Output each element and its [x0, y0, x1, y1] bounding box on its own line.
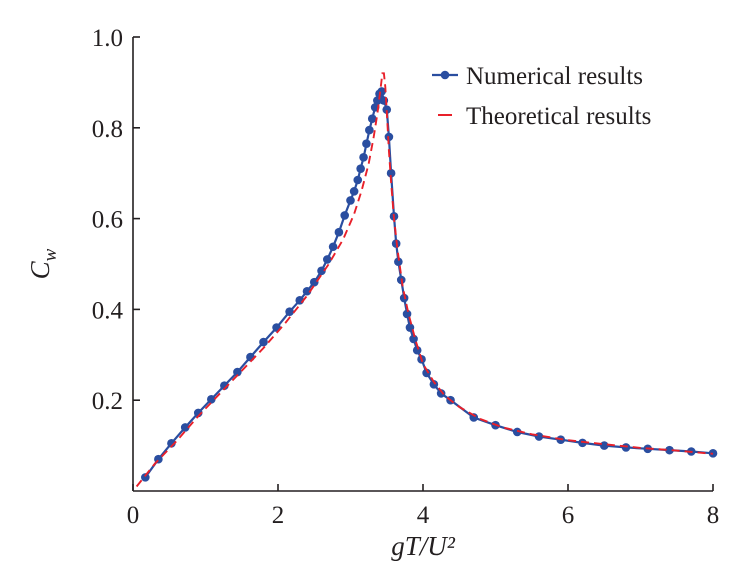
x-ticks: 0 2 4 6 8 [127, 484, 720, 529]
x-tick-label-2: 4 [417, 502, 430, 529]
y-axis-label-main: C [25, 260, 55, 279]
numerical-point-23 [356, 164, 365, 173]
numerical-point-13 [302, 286, 312, 296]
x-tick-label-3: 6 [562, 502, 575, 529]
x-tick-label-4: 8 [707, 502, 720, 529]
numerical-point-0 [141, 473, 150, 482]
numerical-point-16 [323, 255, 332, 264]
numerical-point-19 [340, 211, 350, 220]
numerical-point-20 [346, 196, 355, 205]
series-line-numerical [144, 89, 714, 479]
numerical-point-47 [429, 380, 439, 389]
numerical-point-26 [365, 125, 374, 135]
numerical-point-52 [512, 427, 522, 437]
numerical-point-24 [359, 153, 368, 162]
y-axis-label: Cw [25, 248, 61, 279]
numerical-point-11 [285, 307, 294, 316]
legend-label-theoretical: Theoretical results [466, 103, 651, 130]
numerical-point-17 [328, 242, 338, 252]
x-tick-label-1: 2 [272, 502, 285, 529]
numerical-point-41 [402, 309, 412, 319]
numerical-point-53 [534, 432, 544, 441]
numerical-point-33 [382, 105, 392, 114]
y-tick-label-1: 0.4 [92, 297, 124, 324]
x-tick-label-0: 0 [127, 502, 140, 529]
numerical-point-57 [621, 443, 631, 452]
plot-area: 0 2 4 6 8 0.2 0.4 0.6 0.8 1.0 [92, 25, 720, 529]
series-layer [135, 72, 718, 488]
numerical-point-50 [469, 413, 479, 422]
numerical-point-14 [309, 277, 319, 287]
numerical-point-15 [317, 266, 326, 276]
numerical-point-44 [412, 345, 422, 355]
numerical-point-9 [259, 337, 268, 347]
numerical-point-55 [578, 438, 587, 448]
series-line-theoretical [135, 72, 714, 488]
numerical-point-5 [207, 394, 216, 404]
numerical-point-8 [246, 352, 255, 362]
numerical-point-21 [349, 187, 359, 196]
numerical-point-18 [334, 227, 344, 237]
y-tick-label-3: 0.8 [92, 116, 123, 143]
numerical-point-25 [362, 139, 371, 148]
numerical-point-56 [599, 441, 609, 450]
numerical-point-35 [386, 168, 396, 178]
legend-label-numerical: Numerical results [466, 63, 643, 90]
legend-marker-numerical [440, 70, 450, 80]
svg-text:Cw: Cw [25, 248, 61, 279]
y-tick-label-0: 0.2 [92, 388, 123, 415]
numerical-point-59 [665, 445, 674, 455]
numerical-point-38 [394, 257, 403, 267]
y-axis-label-sub: w [40, 248, 61, 261]
numerical-point-3 [180, 423, 190, 432]
numerical-point-22 [353, 175, 363, 185]
numerical-point-46 [422, 368, 431, 378]
y-tick-label-4: 1.0 [92, 25, 123, 52]
y-tick-label-2: 0.6 [92, 207, 123, 234]
numerical-point-43 [409, 334, 418, 344]
y-ticks: 0.2 0.4 0.6 0.8 1.0 [92, 25, 140, 415]
numerical-point-7 [233, 367, 242, 377]
x-axis-label: gT/U² [391, 531, 456, 561]
numerical-point-48 [436, 389, 446, 398]
numerical-point-27 [367, 114, 377, 124]
legend: Numerical results Theoretical results [432, 63, 651, 130]
